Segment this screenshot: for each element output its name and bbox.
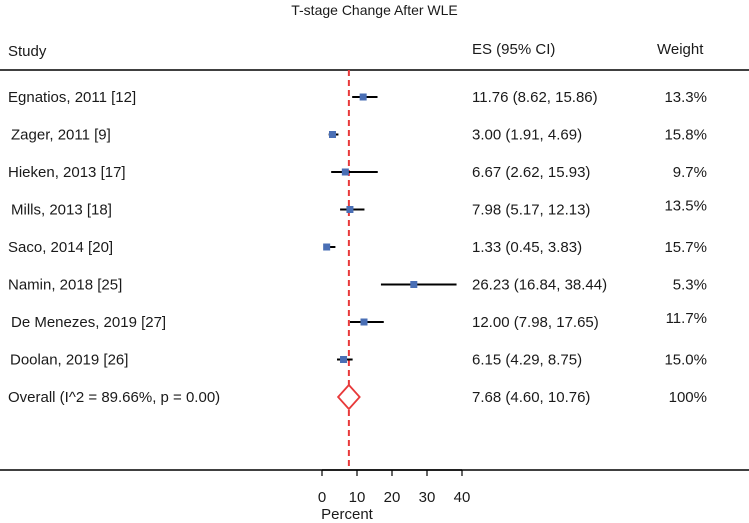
point-estimate-marker [341, 168, 349, 176]
x-tick-label: 40 [454, 489, 471, 506]
weight-value: 5.3% [673, 277, 707, 294]
es-value: 7.98 (5.17, 12.13) [472, 202, 590, 219]
study-label: Hieken, 2013 [17] [8, 164, 126, 181]
es-value: 12.00 (7.98, 17.65) [472, 314, 599, 331]
study-row: Zager, 2011 [9] 3.00 (1.91, 4.69) 15.8% [11, 127, 707, 144]
point-estimate-marker [346, 206, 354, 213]
weight-value: 15.7% [664, 239, 707, 256]
study-row: Namin, 2018 [25] 26.23 (16.84, 38.44) 5.3% [8, 277, 707, 294]
es-value: 6.67 (2.62, 15.93) [472, 164, 590, 181]
study-row: Hieken, 2013 [17] 6.67 (2.62, 15.93) 9.7% [8, 164, 707, 181]
es-value: 1.33 (0.45, 3.83) [472, 239, 582, 256]
overall-diamond [336, 383, 361, 411]
header-es: ES (95% CI) [472, 41, 555, 58]
weight-value: 15.8% [664, 127, 707, 144]
overall-es-value: 7.68 (4.60, 10.76) [472, 389, 590, 406]
study-label: Doolan, 2019 [26] [10, 352, 128, 369]
point-estimate-marker [360, 318, 368, 326]
study-label: Namin, 2018 [25] [8, 277, 122, 294]
overall-weight-value: 100% [669, 389, 707, 406]
x-tick-label: 0 [318, 489, 326, 506]
x-tick-label: 20 [384, 489, 401, 506]
study-label: Zager, 2011 [9] [11, 127, 111, 144]
overall-row: Overall (I^2 = 89.66%, p = 0.00) 7.68 (4.… [8, 383, 707, 411]
x-axis-label: Percent [321, 506, 374, 523]
study-row: Mills, 2013 [18] 7.98 (5.17, 12.13) 13.5% [11, 198, 707, 219]
study-row: Saco, 2014 [20] 1.33 (0.45, 3.83) 15.7% [8, 239, 707, 256]
header-weight: Weight [657, 41, 704, 58]
weight-value: 9.7% [673, 164, 707, 181]
point-estimate-marker [323, 243, 331, 251]
weight-value: 13.5% [664, 198, 707, 215]
es-value: 26.23 (16.84, 38.44) [472, 277, 607, 294]
x-tick-label: 30 [419, 489, 436, 506]
study-label: Egnatios, 2011 [12] [8, 89, 136, 106]
study-label: Mills, 2013 [18] [11, 202, 112, 219]
weight-value: 15.0% [664, 352, 707, 369]
es-value: 3.00 (1.91, 4.69) [472, 127, 582, 144]
es-value: 11.76 (8.62, 15.86) [472, 89, 598, 106]
point-estimate-marker [329, 131, 336, 138]
point-estimate-marker [410, 281, 418, 288]
x-tick-label: 10 [349, 489, 366, 506]
study-label: De Menezes, 2019 [27] [11, 314, 166, 331]
chart-title: T-stage Change After WLE [291, 2, 458, 18]
header-study: Study [8, 43, 47, 60]
study-row: Egnatios, 2011 [12] 11.76 (8.62, 15.86) 13… [8, 89, 707, 106]
weight-value: 13.3% [664, 89, 707, 106]
point-estimate-marker [359, 93, 367, 101]
study-row: De Menezes, 2019 [27] 12.00 (7.98, 17.65)… [11, 310, 707, 331]
point-estimate-marker [340, 356, 348, 363]
overall-label: Overall (I^2 = 89.66%, p = 0.00) [8, 389, 220, 406]
weight-value: 11.7% [666, 310, 707, 327]
es-value: 6.15 (4.29, 8.75) [472, 352, 582, 369]
study-row: Doolan, 2019 [26] 6.15 (4.29, 8.75) 15.0% [10, 352, 707, 369]
study-label: Saco, 2014 [20] [8, 239, 113, 256]
